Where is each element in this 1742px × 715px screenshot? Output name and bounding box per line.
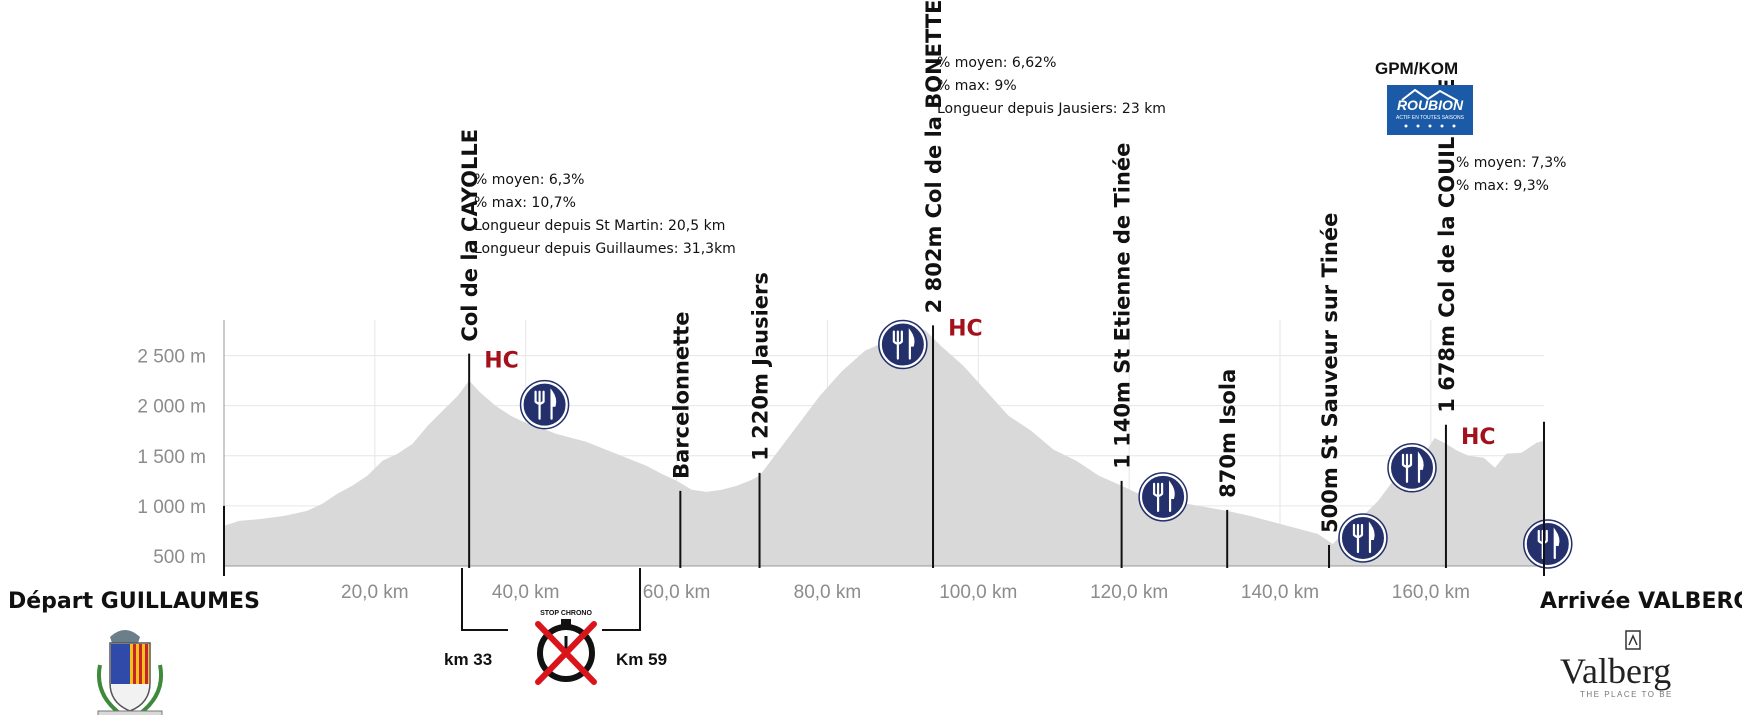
kom-label: GPM/KOM [1375,59,1458,78]
marker-label: 1 140m St Etienne de Tinée [1111,143,1135,469]
y-tick-label: 2 000 m [137,397,206,418]
x-tick-label: 40,0 km [492,582,560,603]
roubion-logo: ROUBION ACTIF EN TOUTES SAISONS [1387,85,1473,135]
elevation-area [224,325,1544,566]
couillole-stats: % moyen: 7,3% % max: 9,3% [1456,155,1566,194]
marker-label: 2 802m Col de la BONETTE [922,0,946,313]
valberg-emblem-icon [1625,630,1641,650]
guillaumes-crest-icon [97,630,163,715]
marker-label: Barcelonnette [669,312,693,479]
x-tick-label: 160,0 km [1392,582,1470,603]
marker-label: 1 220m Jausiers [749,272,773,461]
cayolle-stats: % moyen: 6,3% % max: 10,7% Longueur depu… [474,172,736,257]
fork-knife-icon [519,379,570,430]
x-tick-label: 100,0 km [939,582,1017,603]
cayolle-stat-3: Longueur depuis St Martin: 20,5 km [474,218,725,234]
y-tick-label: 1 500 m [137,447,206,468]
bonette-stat-3: Longueur depuis Jausiers: 23 km [937,101,1166,117]
y-tick-label: 2 500 m [137,347,206,368]
bonette-stat-1: % moyen: 6,62% [937,55,1056,71]
cayolle-stat-1: % moyen: 6,3% [474,172,584,188]
fork-knife-icon [1387,443,1437,493]
valberg-logo: Valberg THE PLACE TO BE [1560,630,1673,699]
x-axis-ticks: 20,0 km 40,0 km 60,0 km 80,0 km 100,0 km 120,… [341,582,1470,603]
fork-knife-icon [1523,519,1573,569]
y-tick-label: 1 000 m [137,497,206,518]
fork-knife-icon [1338,513,1388,563]
x-tick-label: 80,0 km [794,582,862,603]
hc-label: HC [948,317,983,342]
chrono-end-label: Km 59 [616,650,667,669]
valberg-name: Valberg [1560,651,1671,691]
x-tick-label: 20,0 km [341,582,409,603]
x-tick-label: 120,0 km [1090,582,1168,603]
fork-knife-icon [1138,472,1188,522]
bonette-stat-2: % max: 9% [937,78,1017,94]
hc-label: HC [484,349,519,374]
y-tick-label: 500 m [153,547,206,568]
roubion-tagline: ACTIF EN TOUTES SAISONS [1396,115,1465,121]
x-tick-label: 60,0 km [643,582,711,603]
marker-label: Col de la CAYOLLE [458,129,482,342]
x-tick-label: 140,0 km [1241,582,1319,603]
y-axis-ticks: 500 m 1 000 m 1 500 m 2 000 m 2 500 m [137,347,206,568]
stop-chrono-caption: STOP CHRONO [540,610,592,617]
fork-knife-icon [878,319,928,370]
start-label: Départ GUILLAUMES [8,589,260,614]
sport-icons [1404,124,1456,128]
stop-chrono-bracket [461,568,641,631]
roubion-name: ROUBION [1397,97,1464,113]
marker-label: 870m Isola [1216,369,1240,498]
hc-labels: HC HC HC [484,317,1495,450]
couillole-stat-2: % max: 9,3% [1456,178,1549,194]
valberg-tagline: THE PLACE TO BE [1580,690,1673,699]
bonette-stats: % moyen: 6,62% % max: 9% Longueur depuis… [937,55,1166,117]
stop-chrono-icon: STOP CHRONO [535,610,597,685]
marker-label: 500m St Sauveur sur Tinée [1318,213,1342,533]
finish-label: Arrivée VALBERG [1540,589,1742,614]
cayolle-stat-4: Longueur depuis Guillaumes: 31,3km [474,241,736,257]
chrono-start-label: km 33 [444,650,492,669]
feed-zone-icons [519,319,1573,569]
cayolle-stat-2: % max: 10,7% [474,195,576,211]
hc-label: HC [1461,425,1496,450]
couillole-stat-1: % moyen: 7,3% [1456,155,1566,171]
